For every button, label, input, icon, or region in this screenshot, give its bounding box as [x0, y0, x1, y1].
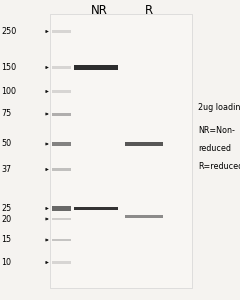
Bar [52, 239, 71, 241]
Bar [52, 112, 71, 116]
Text: reduced: reduced [198, 144, 231, 153]
Text: 37: 37 [1, 165, 11, 174]
Bar [74, 65, 118, 70]
Bar [52, 261, 71, 264]
Bar [52, 91, 71, 92]
Text: NR=Non-: NR=Non- [198, 126, 235, 135]
Text: 25: 25 [1, 204, 12, 213]
Bar [52, 218, 71, 220]
Bar [52, 30, 71, 32]
Bar [52, 206, 71, 211]
Text: NR: NR [91, 4, 108, 17]
Text: 75: 75 [1, 110, 12, 118]
Text: 150: 150 [1, 63, 16, 72]
Bar [125, 142, 163, 146]
Text: 250: 250 [1, 27, 17, 36]
Bar [52, 168, 71, 171]
Text: R=reduced: R=reduced [198, 162, 240, 171]
Bar [50, 14, 192, 288]
Text: 15: 15 [1, 236, 11, 244]
Text: 100: 100 [1, 87, 16, 96]
Bar [125, 215, 163, 218]
Text: 2ug loading: 2ug loading [198, 103, 240, 112]
Bar [52, 66, 71, 68]
Text: 10: 10 [1, 258, 11, 267]
Bar [74, 206, 118, 211]
Text: 20: 20 [1, 214, 11, 224]
Text: 50: 50 [1, 140, 11, 148]
Text: R: R [145, 4, 153, 17]
Bar [52, 142, 71, 146]
